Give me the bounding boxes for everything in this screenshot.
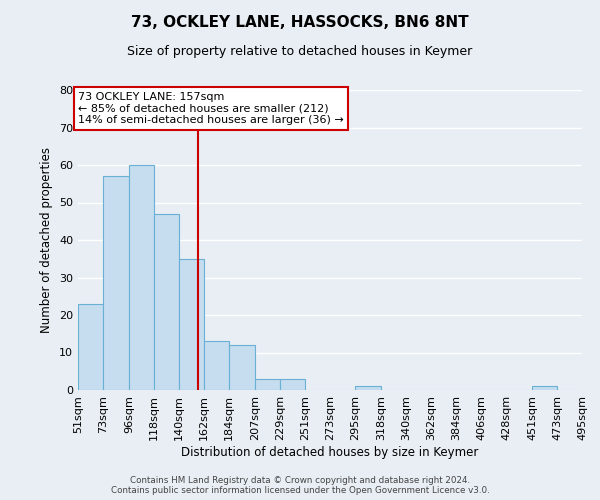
Bar — [229, 345, 255, 390]
Bar — [179, 259, 204, 390]
Bar — [78, 304, 103, 390]
Text: Contains HM Land Registry data © Crown copyright and database right 2024.
Contai: Contains HM Land Registry data © Crown c… — [110, 476, 490, 495]
Bar — [154, 214, 179, 390]
Bar — [255, 379, 280, 390]
Bar — [129, 165, 154, 390]
Bar — [204, 341, 229, 390]
Text: 73, OCKLEY LANE, HASSOCKS, BN6 8NT: 73, OCKLEY LANE, HASSOCKS, BN6 8NT — [131, 15, 469, 30]
Text: 73 OCKLEY LANE: 157sqm
← 85% of detached houses are smaller (212)
14% of semi-de: 73 OCKLEY LANE: 157sqm ← 85% of detached… — [78, 92, 344, 125]
Bar — [280, 379, 305, 390]
Text: Size of property relative to detached houses in Keymer: Size of property relative to detached ho… — [127, 45, 473, 58]
Y-axis label: Number of detached properties: Number of detached properties — [40, 147, 53, 333]
Bar — [532, 386, 557, 390]
Bar — [355, 386, 381, 390]
Bar — [103, 176, 129, 390]
X-axis label: Distribution of detached houses by size in Keymer: Distribution of detached houses by size … — [181, 446, 479, 458]
